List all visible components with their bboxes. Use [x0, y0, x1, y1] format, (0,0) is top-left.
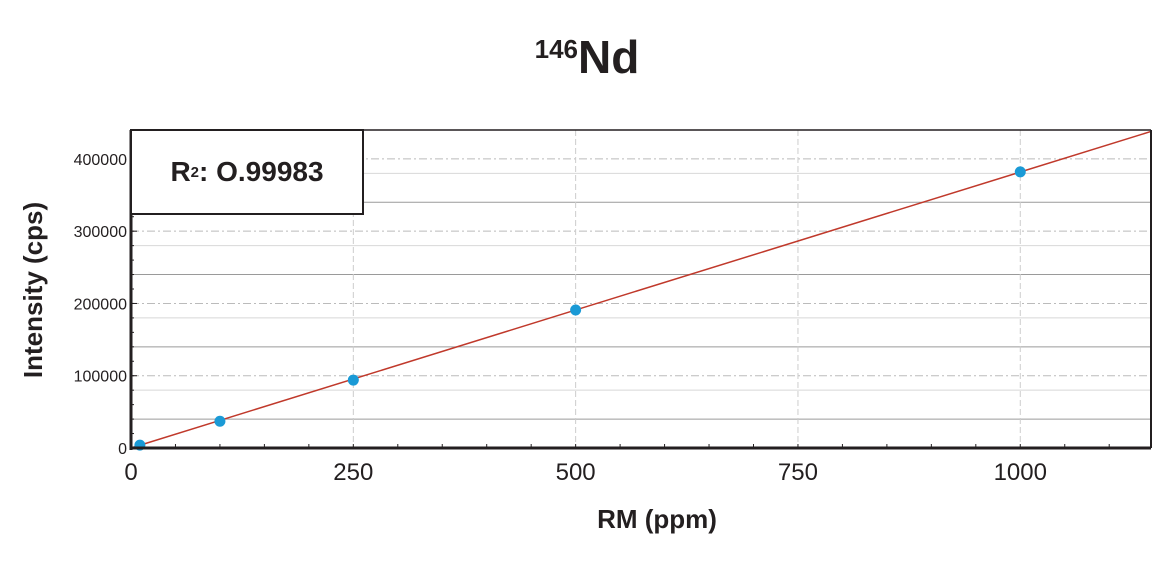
y-tick-label: 200000: [74, 296, 127, 313]
r2-label: R: [170, 156, 191, 187]
fit-line: [130, 130, 1152, 449]
x-tick-label: 250: [333, 459, 373, 486]
r2-superscript: 2: [190, 163, 200, 181]
data-point: [214, 415, 226, 427]
x-tick-label: 500: [556, 459, 596, 486]
data-point: [570, 304, 582, 316]
x-tick-label: 1000: [994, 459, 1047, 486]
x-tick-label: 0: [124, 459, 137, 486]
x-tick-label: 750: [778, 459, 818, 486]
y-tick-label: 0: [118, 441, 127, 458]
r2-value: : O.99983: [199, 156, 324, 187]
data-point: [1014, 166, 1026, 178]
data-point: [347, 374, 359, 386]
y-tick-label: 300000: [74, 224, 127, 241]
title-mass-number: 146: [534, 34, 579, 64]
title-element: Nd: [578, 31, 640, 83]
chart-title: 146Nd: [0, 30, 1174, 84]
y-axis-label: Intensity (cps): [18, 202, 48, 378]
y-tick-label: 400000: [74, 152, 127, 169]
x-axis-label: RM (ppm): [597, 504, 717, 534]
y-tick-label: 100000: [74, 369, 127, 386]
